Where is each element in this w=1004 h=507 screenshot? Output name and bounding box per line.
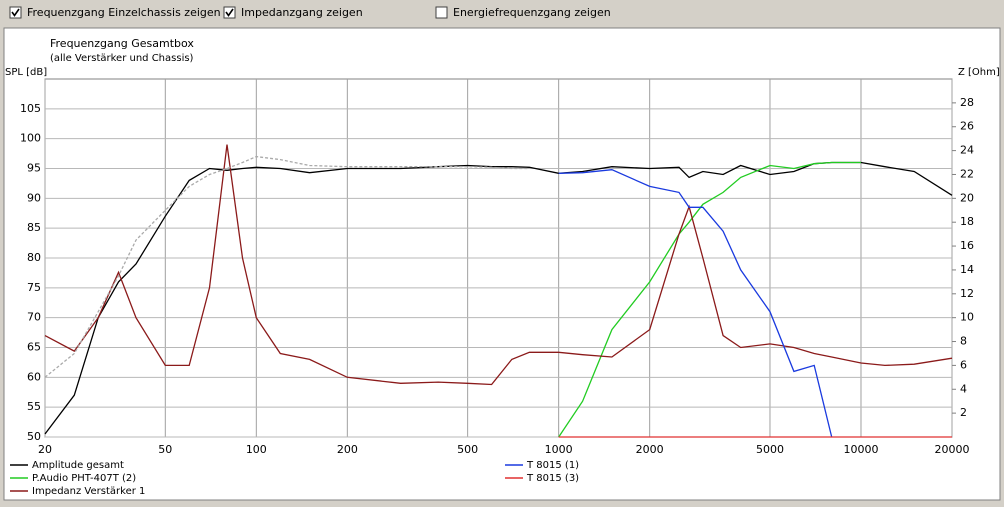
x-tick-label: 50 (158, 443, 172, 456)
y2-tick-label: 12 (960, 287, 974, 300)
y-tick-label: 75 (27, 281, 41, 294)
checkmark (11, 8, 20, 17)
checkbox[interactable] (435, 6, 448, 19)
y-tick-label: 105 (20, 102, 41, 115)
y2-tick-label: 8 (960, 335, 967, 348)
legend-label: T 8015 (3) (526, 473, 579, 484)
y-tick-label: 70 (27, 311, 41, 324)
x-tick-label: 2000 (636, 443, 664, 456)
chart-subtitle: (alle Verstärker und Chassis) (50, 53, 194, 64)
y2-tick-label: 16 (960, 239, 974, 252)
y-axis-label: SPL [dB] (5, 67, 47, 78)
legend-label: T 8015 (1) (526, 460, 579, 471)
y-tick-label: 65 (27, 341, 41, 354)
y2-tick-label: 22 (960, 167, 974, 180)
x-tick-label: 20 (38, 443, 52, 456)
y2-tick-label: 2 (960, 406, 967, 419)
x-tick-label: 1000 (545, 443, 573, 456)
series-line (558, 169, 833, 438)
x-tick-label: 200 (337, 443, 358, 456)
y2-tick-label: 18 (960, 215, 974, 228)
checkmark (225, 8, 234, 17)
series-line (44, 161, 953, 435)
x-tick-label: 500 (457, 443, 478, 456)
chart-title: Frequenzgang Gesamtbox (50, 37, 194, 50)
toolbar (0, 0, 1004, 28)
x-tick-label: 100 (246, 443, 267, 456)
y2-tick-label: 20 (960, 191, 974, 204)
y-tick-label: 55 (27, 400, 41, 413)
y2-tick-label: 10 (960, 311, 974, 324)
checkbox[interactable] (223, 6, 236, 19)
x-tick-label: 5000 (756, 443, 784, 456)
y2-tick-label: 26 (960, 120, 974, 133)
y2-axis-label: Z [Ohm] (958, 67, 1000, 78)
y-tick-label: 85 (27, 221, 41, 234)
legend-label: Impedanz Verstärker 1 (32, 486, 145, 497)
x-tick-label: 10000 (843, 443, 878, 456)
y-tick-label: 100 (20, 132, 41, 145)
y2-tick-label: 28 (960, 96, 974, 109)
series-line (558, 161, 861, 438)
series-line (44, 144, 953, 386)
checkbox-label[interactable]: Impedanzgang zeigen (241, 6, 363, 19)
y-tick-label: 90 (27, 191, 41, 204)
y2-tick-label: 4 (960, 382, 967, 395)
checkbox-label[interactable]: Energiefrequenzgang zeigen (453, 6, 611, 19)
x-tick-label: 20000 (935, 443, 970, 456)
y-tick-label: 80 (27, 251, 41, 264)
y2-tick-label: 14 (960, 263, 974, 276)
y2-tick-label: 6 (960, 358, 967, 371)
y-tick-label: 60 (27, 370, 41, 383)
y-tick-label: 95 (27, 162, 41, 175)
legend-label: P.Audio PHT-407T (2) (32, 473, 136, 484)
legend-label: Amplitude gesamt (32, 460, 124, 471)
y-tick-label: 50 (27, 430, 41, 443)
checkbox-label[interactable]: Frequenzgang Einzelchassis zeigen (27, 6, 221, 19)
checkbox[interactable] (9, 6, 22, 19)
y2-tick-label: 24 (960, 144, 974, 157)
